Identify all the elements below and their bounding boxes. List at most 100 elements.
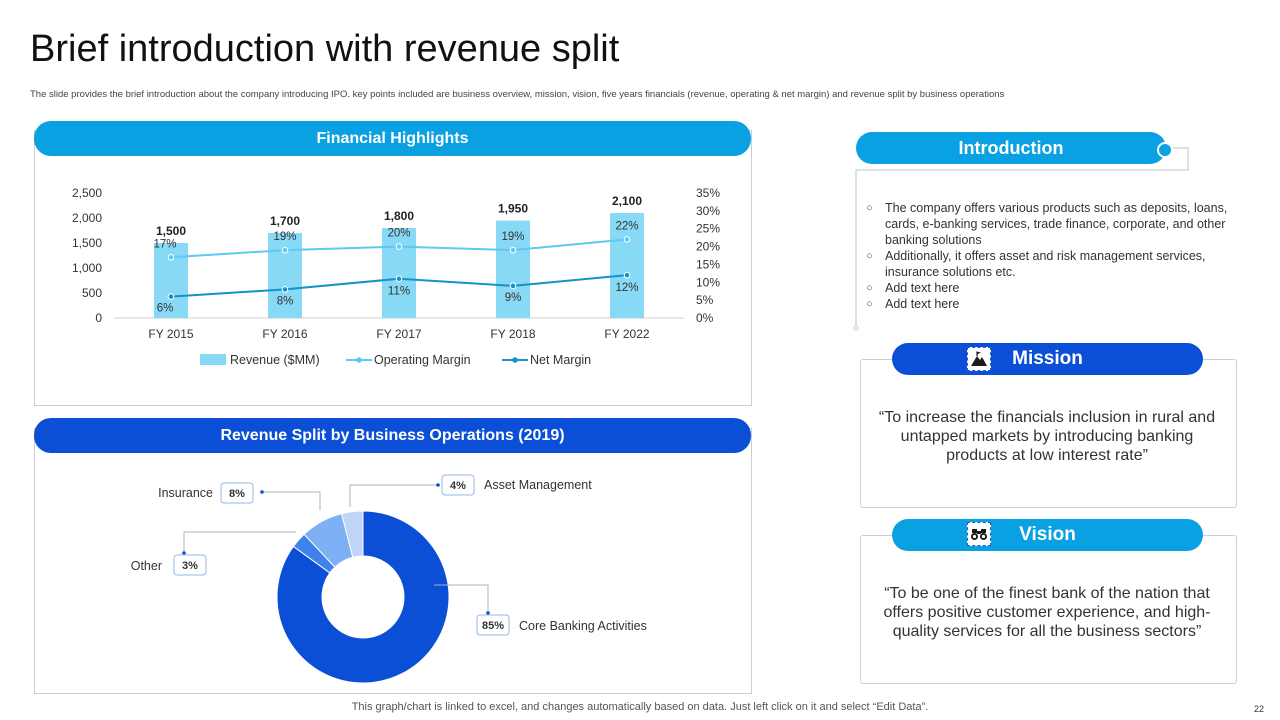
net-margin-label: 11% — [388, 286, 410, 298]
y2-tick-label: 35% — [696, 186, 720, 200]
list-item-text: Add text here — [885, 297, 960, 311]
list-item-text: Add text here — [885, 281, 960, 295]
revenue-bar-label: 1,950 — [498, 202, 528, 216]
callout-dot — [436, 483, 440, 487]
donut-slice — [341, 510, 364, 558]
callout-line — [262, 491, 321, 510]
legend-label: Net Margin — [530, 353, 591, 367]
legend-label: Operating Margin — [374, 353, 471, 367]
net-margin-point — [623, 271, 631, 279]
footer-note: This graph/chart is linked to excel, and… — [351, 701, 929, 713]
net-margin-label: 6% — [157, 303, 174, 315]
introduction-list: ○ The company offers various products suc… — [866, 200, 1228, 312]
revenue-bar-label: 1,800 — [384, 209, 414, 223]
mission-header: Mission — [892, 343, 1203, 375]
net-margin-point — [395, 275, 403, 283]
net-margin-label: 12% — [615, 282, 638, 294]
mission-text: “To increase the financials inclusion in… — [878, 409, 1216, 464]
slice-category-label: Asset Management — [484, 478, 592, 492]
x-tick-label: FY 2018 — [490, 327, 535, 341]
legend-marker-operating — [356, 357, 362, 363]
revenue-bar-label: 2,100 — [612, 194, 642, 208]
operating-margin-label: 22% — [615, 220, 638, 232]
page-number: 22 — [1254, 704, 1265, 714]
y-tick-label: 2,000 — [72, 211, 102, 225]
vision-text: “To be one of the finest bank of the nat… — [883, 585, 1211, 640]
operating-margin-point — [623, 236, 631, 243]
y2-tick-label: 30% — [696, 204, 720, 218]
callout-line — [183, 531, 296, 553]
revenue-bar-label: 1,500 — [156, 224, 186, 238]
y2-tick-label: 15% — [696, 257, 720, 271]
binoculars-icon — [971, 529, 987, 540]
net-margin-point — [509, 282, 517, 290]
legend-label: Revenue ($MM) — [230, 353, 320, 367]
revenue-bar — [496, 220, 530, 318]
vision-header: Vision — [892, 519, 1203, 551]
y2-tick-label: 10% — [696, 275, 720, 289]
intro-connector — [853, 147, 1189, 331]
slice-value-label: 4% — [450, 480, 466, 492]
net-margin-label: 8% — [277, 295, 294, 307]
operating-margin-label: 19% — [273, 231, 296, 243]
operating-margin-point — [395, 243, 403, 250]
x-tick-label: FY 2015 — [148, 327, 193, 341]
callout-box — [220, 482, 254, 504]
list-item-text: The company offers various products such… — [885, 201, 1228, 247]
y2-tick-label: 20% — [696, 240, 720, 254]
y-tick-label: 1,500 — [72, 236, 102, 250]
y2-tick-label: 5% — [696, 293, 714, 307]
list-item: ○ The company offers various products suc… — [866, 201, 1228, 247]
operating-margin-label: 17% — [153, 238, 176, 250]
x-tick-label: FY 2017 — [376, 327, 421, 341]
list-item: ○ Add text here — [866, 281, 960, 295]
revenue-bar — [610, 213, 644, 318]
revenue-split-header: Revenue Split by Business Operations (20… — [34, 418, 751, 453]
callout-dot — [182, 551, 186, 555]
revenue-split-donut-chart: 85% Core Banking Activities 3% Other 8% Insur… — [131, 474, 647, 684]
callout-line — [349, 484, 438, 507]
donut-slice — [276, 510, 450, 684]
vision-panel — [860, 535, 1237, 684]
mountain-flag-icon — [971, 351, 987, 366]
slice-value-label: 8% — [229, 488, 245, 500]
slice-category-label: Other — [131, 559, 162, 573]
net-margin-point — [167, 293, 175, 300]
page-title: Brief introduction with revenue split — [30, 28, 620, 70]
y-tick-label: 1,000 — [72, 261, 102, 275]
slice-value-label: 85% — [482, 620, 504, 632]
introduction-header: Introduction — [856, 132, 1166, 164]
operating-margin-point — [167, 253, 175, 261]
intro-header-dot — [1157, 142, 1173, 158]
mission-panel — [860, 359, 1237, 508]
net-margin-label: 9% — [505, 292, 522, 304]
legend-swatch-revenue — [200, 354, 226, 365]
financial-highlights-header: Financial Highlights — [34, 121, 751, 156]
callout-box — [173, 554, 207, 576]
page-subtitle: The slide provides the brief introductio… — [30, 89, 1005, 100]
financial-combo-chart: 0 500 1,000 1,500 2,000 2,500 0% 5% 10% 15% 20% 25%… — [72, 186, 720, 367]
callout-dot — [260, 490, 264, 494]
operating-margin-label: 19% — [501, 231, 524, 243]
y-tick-label: 500 — [82, 286, 102, 300]
y-tick-label: 2,500 — [72, 186, 102, 200]
x-tick-label: FY 2016 — [262, 327, 307, 341]
operating-margin-label: 20% — [387, 228, 410, 240]
vision-icon-box — [967, 522, 991, 546]
revenue-bar-label: 1,700 — [270, 214, 300, 228]
y-tick-label: 0 — [95, 311, 102, 325]
callout-dot — [486, 611, 490, 615]
callout-box — [441, 474, 475, 496]
x-tick-label: FY 2022 — [604, 327, 649, 341]
y2-tick-label: 25% — [696, 222, 720, 236]
legend-marker-net — [512, 357, 518, 363]
operating-margin-point — [509, 246, 517, 254]
list-item-text: Additionally, it offers asset and risk m… — [885, 249, 1206, 279]
y2-tick-label: 0% — [696, 311, 714, 325]
slice-category-label: Insurance — [158, 486, 213, 500]
slice-value-label: 3% — [182, 560, 198, 572]
callout-line — [434, 584, 489, 613]
revenue-bar — [382, 228, 416, 318]
mission-icon-box — [967, 347, 991, 371]
list-item: ○ Additionally, it offers asset and risk … — [866, 249, 1206, 279]
